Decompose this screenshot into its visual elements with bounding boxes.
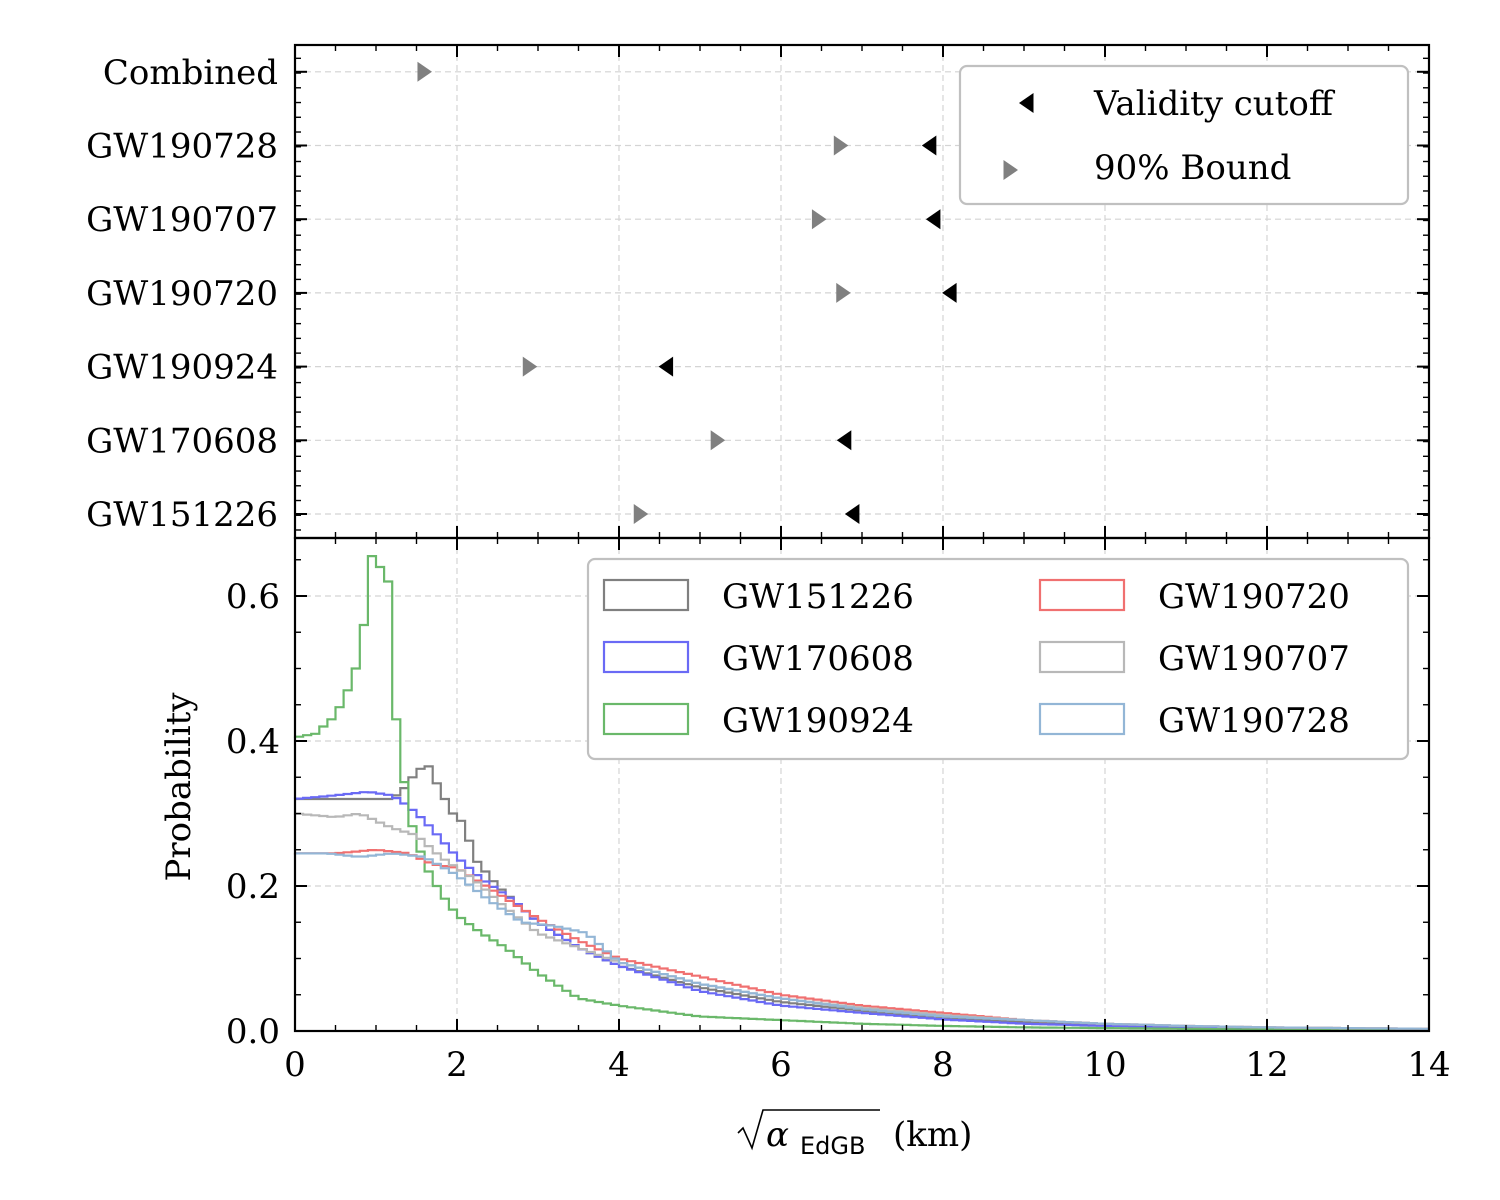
top-legend: Validity cutoff 90% Bound bbox=[958, 64, 1410, 206]
x-tick-label: 2 bbox=[446, 1045, 468, 1085]
x-axis-label-unit: (km) bbox=[893, 1115, 972, 1155]
validity-cutoff-marker bbox=[658, 356, 674, 377]
bound-marker bbox=[633, 504, 649, 524]
category-label: GW170608 bbox=[86, 421, 278, 461]
bottom-legend-label: GW190728 bbox=[1158, 701, 1350, 741]
category-label: Combined bbox=[103, 53, 278, 93]
x-tick-label: 14 bbox=[1407, 1045, 1450, 1085]
category-label: GW190728 bbox=[86, 127, 278, 167]
category-label: GW190720 bbox=[86, 274, 278, 314]
bottom-panel-frame bbox=[293, 536, 1431, 1033]
legend-swatch bbox=[602, 640, 690, 674]
x-tick-label: 8 bbox=[932, 1045, 954, 1085]
bound-marker bbox=[710, 430, 726, 451]
top-legend-box bbox=[958, 64, 1410, 206]
validity-cutoff-marker bbox=[921, 135, 937, 156]
bottom-legend-label: GW190707 bbox=[1158, 639, 1350, 679]
legend-swatch bbox=[1038, 640, 1126, 674]
bottom-legend-label: GW190924 bbox=[722, 701, 914, 741]
x-tick-label: 0 bbox=[284, 1045, 306, 1085]
histogram-gw190728 bbox=[293, 852, 1429, 1030]
x-tick-label: 6 bbox=[770, 1045, 792, 1085]
validity-cutoff-marker bbox=[844, 504, 860, 524]
y-tick-label: 0.6 bbox=[226, 577, 280, 617]
bottom-legend-label: GW190720 bbox=[1158, 577, 1350, 617]
validity-cutoff-marker bbox=[942, 282, 957, 303]
bound-marker bbox=[836, 282, 851, 303]
histogram-gw170608 bbox=[293, 791, 1429, 1031]
category-label: GW190707 bbox=[86, 200, 278, 240]
x-axis-label: α EdGB (km) bbox=[737, 1109, 972, 1160]
y-tick-label: 0.4 bbox=[226, 722, 280, 762]
top-legend-label: Validity cutoff bbox=[1093, 84, 1336, 124]
sqrt-symbol bbox=[737, 1109, 880, 1151]
bottom-legend-label: GW170608 bbox=[722, 639, 914, 679]
legend-swatch bbox=[602, 578, 690, 612]
bound-marker bbox=[522, 356, 538, 377]
validity-cutoff-marker bbox=[925, 209, 941, 230]
x-axis-label-subscript: EdGB bbox=[800, 1132, 865, 1160]
bottom-legend: GW151226 GW170608 GW190924 GW190720 GW190707… bbox=[586, 557, 1410, 761]
y-tick-label: 0.0 bbox=[226, 1012, 280, 1052]
bound-marker bbox=[811, 209, 827, 230]
bottom-tick-labels: 0 2 4 6 8 10 12 14 0.0 0.2 0.4 0.6 bbox=[226, 577, 1451, 1085]
legend-swatch bbox=[1038, 578, 1126, 612]
x-tick-label: 10 bbox=[1083, 1045, 1126, 1085]
category-label: GW151226 bbox=[86, 495, 278, 535]
y-axis-label: Probability bbox=[159, 692, 199, 882]
legend-validity-marker bbox=[1019, 93, 1034, 113]
bottom-legend-label: GW151226 bbox=[722, 577, 914, 617]
top-panel: GW151226 GW170608 GW190924 GW190720 GW190707… bbox=[86, 43, 1431, 540]
top-category-labels: GW151226 GW170608 GW190924 GW190720 GW190707… bbox=[86, 53, 278, 535]
bound-marker bbox=[833, 135, 849, 156]
validity-cutoff-marker bbox=[836, 430, 852, 451]
bound-marker bbox=[417, 61, 432, 82]
bottom-legend-box bbox=[586, 557, 1410, 761]
top-legend-label: 90% Bound bbox=[1094, 148, 1291, 188]
histogram-series bbox=[293, 555, 1429, 1031]
top-markers bbox=[417, 61, 957, 524]
legend-swatch bbox=[602, 702, 690, 736]
legend-swatch bbox=[1038, 702, 1126, 736]
category-label: GW190924 bbox=[86, 348, 278, 388]
y-tick-label: 0.2 bbox=[226, 867, 280, 907]
bottom-panel: 0 2 4 6 8 10 12 14 0.0 0.2 0.4 0.6 GW151226 GW170608… bbox=[159, 536, 1451, 1160]
legend-bound-marker bbox=[1003, 160, 1018, 180]
histogram-gw151226 bbox=[295, 765, 1429, 1031]
x-tick-label: 12 bbox=[1245, 1045, 1288, 1085]
x-tick-label: 4 bbox=[608, 1045, 630, 1085]
histogram-gw190924 bbox=[293, 555, 1429, 1031]
x-axis-label-symbol: α bbox=[766, 1115, 789, 1155]
